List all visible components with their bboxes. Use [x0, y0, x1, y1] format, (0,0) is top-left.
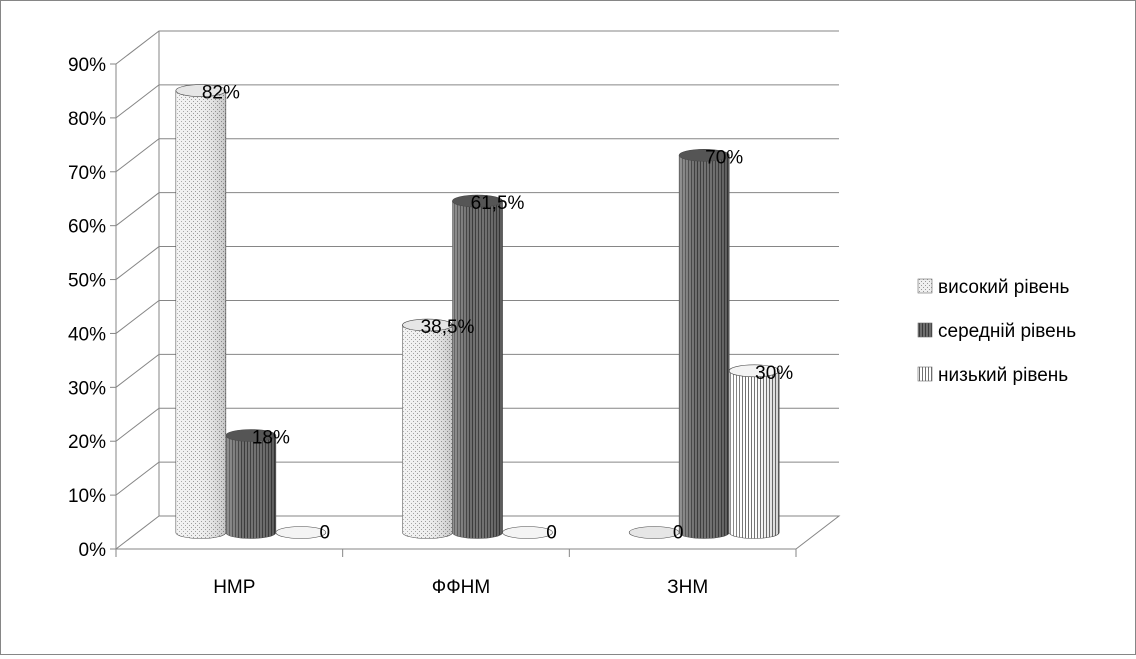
gridline: [115, 353, 839, 388]
bar-top: [728, 364, 780, 378]
bar: [275, 526, 327, 539]
legend-label: низький рівень: [938, 365, 1068, 386]
legend-label: високий рівень: [938, 277, 1070, 298]
gridline: [115, 461, 839, 496]
y-tick-label: 40%: [68, 324, 106, 345]
data-label: 38,5%: [421, 317, 475, 338]
bar-shade: [679, 155, 730, 539]
gridline: [115, 138, 839, 173]
data-label: 0: [673, 523, 684, 544]
bar-shade: [452, 201, 503, 539]
legend-label: середній рівень: [938, 321, 1076, 342]
bar: [678, 148, 730, 539]
y-tick-label: 70%: [68, 163, 106, 184]
gridline: [115, 192, 839, 227]
legend-item: високий рівень: [917, 277, 1070, 298]
bar-shade: [402, 325, 453, 539]
gridline: [115, 84, 839, 119]
bar: [628, 526, 680, 539]
x-category-label: НМР: [213, 577, 255, 598]
bar-top: [225, 429, 277, 442]
legend-swatch: [917, 322, 933, 338]
bar-top: [175, 84, 227, 97]
bar-shade: [225, 435, 276, 539]
y-tick-label: 50%: [68, 271, 106, 292]
y-tick-label: 10%: [68, 486, 106, 507]
bar: [728, 364, 780, 539]
legend-item: середній рівень: [917, 321, 1076, 342]
gridline: [115, 299, 839, 334]
legend-swatch: [917, 278, 933, 294]
data-label: 30%: [755, 363, 793, 384]
x-category-label: ФФНМ: [432, 577, 490, 598]
data-label: 0: [546, 523, 557, 544]
bar: [175, 84, 227, 539]
bar: [502, 526, 553, 539]
y-tick-label: 90%: [68, 55, 106, 76]
gridline: [115, 246, 839, 280]
legend-item: низький рівень: [917, 365, 1068, 386]
legend-swatch: [917, 366, 933, 382]
bar-top: [628, 526, 680, 539]
y-tick-label: 20%: [68, 432, 106, 453]
bar-shade: [729, 370, 780, 539]
bar: [402, 318, 453, 539]
y-tick-label: 0%: [79, 540, 107, 561]
y-tick-label: 30%: [68, 378, 106, 399]
gridline: [115, 407, 839, 442]
data-label: 18%: [252, 428, 290, 449]
bar-top: [502, 526, 553, 539]
data-label: 70%: [705, 147, 743, 168]
y-tick-label: 80%: [68, 109, 106, 130]
bar-top: [678, 148, 730, 162]
data-label: 0: [320, 523, 331, 544]
bar-top: [452, 194, 503, 208]
bar-shade: [175, 90, 226, 539]
gridline: [115, 30, 839, 65]
y-tick-label: 60%: [68, 217, 106, 238]
bar: [452, 194, 503, 539]
data-label: 61,5%: [471, 193, 525, 214]
x-category-label: ЗНМ: [667, 577, 708, 598]
data-label: 82%: [202, 83, 240, 104]
bar: [225, 429, 277, 539]
bar-top: [275, 526, 327, 539]
